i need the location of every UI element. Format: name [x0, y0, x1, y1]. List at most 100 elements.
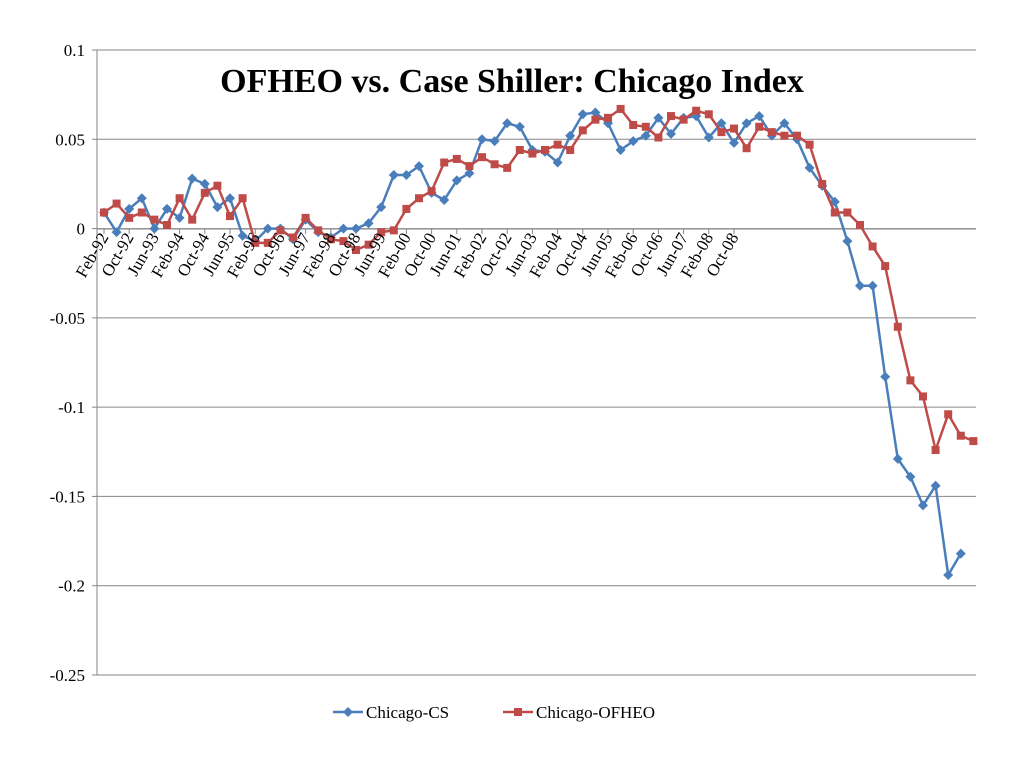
data-point — [804, 162, 815, 173]
data-point — [352, 246, 360, 254]
y-tick-label: -0.2 — [58, 577, 85, 596]
data-point — [653, 112, 664, 123]
axes — [96, 50, 976, 675]
data-point — [679, 115, 688, 124]
data-point — [489, 136, 500, 147]
data-point — [440, 158, 449, 167]
data-point — [944, 410, 953, 419]
data-point — [175, 194, 184, 203]
data-point — [213, 181, 222, 190]
data-point — [251, 238, 260, 247]
y-tick-label: -0.1 — [58, 398, 85, 417]
data-point — [515, 146, 524, 154]
data-point — [767, 128, 776, 137]
data-point — [893, 322, 902, 331]
data-point — [137, 208, 146, 217]
series-line — [102, 111, 962, 577]
data-point — [856, 221, 864, 229]
series-chicago-cs — [99, 107, 966, 580]
data-point — [931, 446, 940, 454]
y-tick-label: 0.1 — [64, 41, 85, 60]
data-point — [779, 118, 790, 129]
data-point — [414, 161, 424, 172]
data-point — [818, 179, 827, 188]
series-line — [103, 107, 974, 452]
data-point — [376, 202, 387, 213]
legend-marker — [343, 707, 353, 717]
data-point — [956, 431, 965, 440]
data-point — [780, 131, 789, 140]
data-point — [943, 570, 954, 580]
data-point — [577, 109, 588, 120]
legend-label: Chicago-OFHEO — [536, 703, 655, 722]
series-layer — [99, 104, 978, 580]
legend: Chicago-CS Chicago-OFHEO — [333, 703, 655, 722]
data-point — [415, 194, 423, 203]
data-point — [969, 437, 978, 446]
data-point — [502, 118, 513, 129]
data-point — [906, 376, 915, 385]
data-point — [667, 112, 675, 121]
data-point — [212, 202, 223, 213]
data-point — [692, 106, 701, 115]
legend-label: Chicago-CS — [366, 703, 449, 722]
data-point — [124, 203, 135, 214]
data-point — [591, 115, 600, 124]
data-point — [716, 118, 727, 129]
data-point — [150, 215, 159, 224]
data-point — [842, 236, 853, 247]
data-point — [742, 144, 751, 153]
data-point — [615, 145, 626, 155]
data-point — [955, 548, 966, 559]
x-tick-labels: Feb-92Oct-92Jun-93Feb-94Oct-94Jun-95Feb-… — [72, 229, 743, 281]
data-point — [590, 107, 601, 118]
data-point — [855, 280, 865, 291]
data-point — [363, 218, 374, 229]
series-chicago-ofheo — [100, 104, 978, 454]
data-point — [187, 173, 198, 184]
data-point — [389, 226, 398, 235]
data-point — [339, 237, 348, 246]
data-point — [388, 170, 399, 180]
data-point — [100, 208, 108, 217]
data-point — [225, 193, 235, 204]
data-point — [905, 471, 916, 482]
legend-item: Chicago-CS — [333, 703, 449, 722]
data-point — [717, 128, 726, 137]
data-point — [149, 223, 160, 234]
y-tick-label: 0 — [77, 220, 86, 239]
data-point — [199, 178, 210, 189]
data-point — [514, 121, 525, 132]
data-point — [478, 153, 486, 162]
data-point — [793, 131, 801, 140]
data-point — [401, 170, 412, 180]
data-point — [566, 146, 575, 154]
data-point — [805, 140, 814, 149]
data-point — [226, 212, 234, 221]
data-point — [703, 132, 714, 143]
data-point — [503, 163, 512, 172]
data-point — [552, 157, 563, 168]
data-point — [237, 230, 248, 241]
data-point — [755, 122, 764, 131]
data-point — [326, 235, 335, 244]
data-point — [880, 371, 891, 382]
data-point — [654, 133, 663, 142]
data-point — [174, 212, 185, 223]
y-tick-label: -0.25 — [50, 666, 85, 685]
data-point — [238, 194, 247, 203]
data-point — [541, 146, 549, 154]
data-point — [930, 480, 941, 491]
data-point — [666, 128, 676, 139]
data-point — [364, 240, 373, 249]
data-point — [868, 242, 877, 251]
chart-title: OFHEO vs. Case Shiller: Chicago Index — [220, 63, 804, 100]
data-point — [163, 221, 171, 229]
data-point — [641, 122, 650, 131]
data-point — [162, 203, 172, 214]
data-point — [263, 238, 272, 247]
data-point — [578, 126, 587, 135]
data-point — [125, 213, 134, 222]
data-point — [464, 168, 475, 179]
